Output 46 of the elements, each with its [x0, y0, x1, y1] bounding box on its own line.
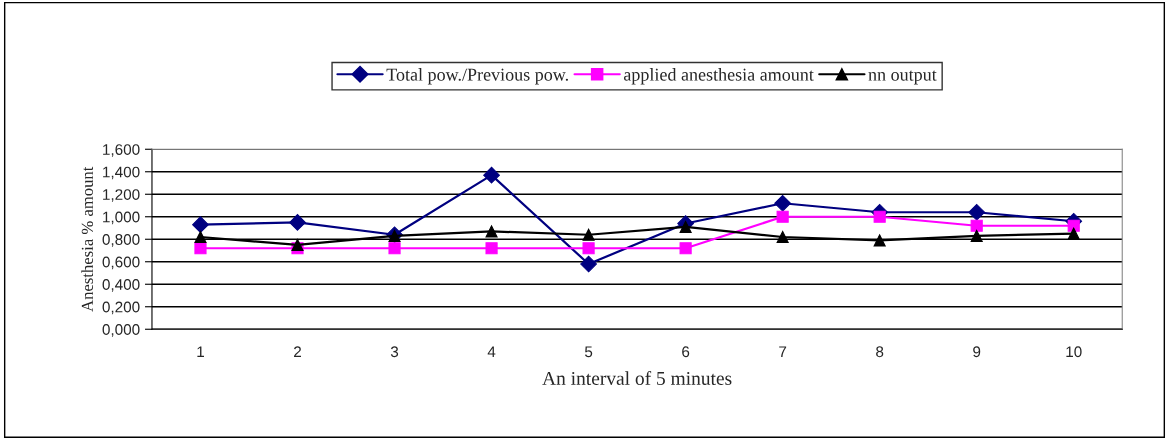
x-tick-label: 8 [876, 346, 884, 358]
point [776, 210, 789, 223]
x-tick-label: 2 [294, 346, 301, 357]
point [580, 255, 597, 273]
point [679, 242, 692, 255]
y-tick-label: 0,000 [102, 324, 140, 337]
y-tick-label: 0,600 [102, 256, 140, 270]
point [194, 242, 207, 255]
point [388, 242, 401, 255]
x-tick-label: 6 [682, 346, 690, 358]
y-tick-label: 1,400 [103, 166, 140, 180]
point [582, 228, 595, 241]
x-tick-label: 10 [1066, 346, 1082, 358]
y-tick-label: 1,200 [103, 189, 140, 202]
point [192, 216, 209, 234]
x-tick-label: 9 [973, 346, 981, 358]
x-tick-label: 7 [779, 346, 787, 357]
x-tick-label: 1 [197, 346, 204, 357]
x-tick-label: 3 [390, 346, 399, 358]
point [873, 234, 886, 247]
point [968, 203, 986, 221]
point [291, 238, 304, 251]
point [289, 214, 306, 231]
y-axis-title: Anesthesia % amount [81, 166, 94, 312]
y-tick-label: 1,600 [103, 144, 140, 157]
y-tick-label: 0,800 [102, 234, 140, 247]
x-axis-title: An interval of 5 minutes [542, 371, 732, 385]
point [194, 230, 207, 244]
point [873, 210, 886, 223]
point [970, 219, 983, 232]
point [970, 229, 983, 242]
point [774, 194, 792, 212]
point [485, 242, 498, 255]
x-tick-label: 5 [584, 346, 593, 358]
x-tick-label: 4 [487, 346, 496, 357]
y-tick-label: 0,200 [102, 301, 140, 315]
point [483, 166, 500, 184]
point [776, 230, 789, 244]
y-tick-label: 0,400 [102, 279, 140, 292]
legend-label: Total pow./Previous pow. [386, 68, 568, 85]
legend-label: nn output [868, 70, 937, 85]
point [1067, 227, 1080, 240]
point [485, 225, 498, 238]
legend-label: applied anesthesia amount [623, 68, 814, 85]
y-tick-label: 1,000 [103, 211, 140, 225]
point [582, 242, 595, 255]
